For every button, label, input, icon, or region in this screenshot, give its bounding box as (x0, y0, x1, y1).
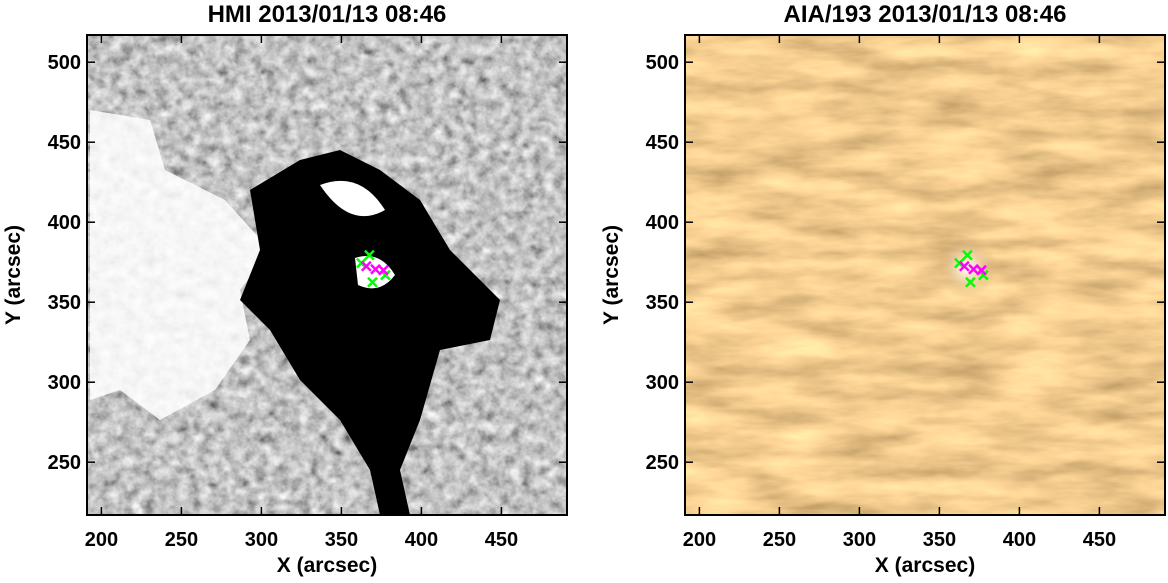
cross-marker (965, 276, 976, 288)
cross-marker (976, 264, 987, 276)
white-spot (320, 180, 395, 289)
cross-marker (356, 257, 367, 269)
cross-marker (378, 264, 389, 276)
y-tick-label: 400 (48, 212, 81, 234)
black-region (240, 150, 500, 515)
x-tick-label: 250 (763, 529, 796, 551)
y-tick-label: 350 (646, 292, 679, 314)
y-axis-label: Y (arcsec) (600, 225, 623, 325)
cross-marker (367, 276, 378, 288)
y-axis-label: Y (arcsec) (2, 225, 25, 325)
cross-marker (364, 249, 375, 261)
x-tick-label: 200 (683, 529, 716, 551)
y-tick-label: 300 (646, 372, 679, 394)
cross-marker (954, 257, 965, 269)
y-tick-label: 400 (646, 212, 679, 234)
euv-image (685, 35, 1165, 515)
y-tick-label: 450 (646, 132, 679, 154)
y-tick-label: 300 (48, 372, 81, 394)
x-tick-label: 400 (1003, 529, 1036, 551)
chart-title: AIA/193 2013/01/13 08:46 (784, 1, 1067, 28)
x-tick-label: 350 (923, 529, 956, 551)
cross-marker (962, 249, 973, 261)
x-tick-label: 350 (325, 529, 358, 551)
chart-title: HMI 2013/01/13 08:46 (208, 1, 447, 28)
cross-marker (958, 260, 970, 272)
x-tick-label: 300 (245, 529, 278, 551)
cross-marker (360, 260, 372, 272)
x-tick-label: 250 (165, 529, 198, 551)
x-tick-label: 300 (843, 529, 876, 551)
plot-frame (86, 34, 568, 516)
plot-frame (684, 34, 1166, 516)
x-tick-label: 200 (85, 529, 118, 551)
y-tick-label: 250 (646, 452, 679, 474)
y-tick-label: 250 (48, 452, 81, 474)
y-tick-label: 350 (48, 292, 81, 314)
y-tick-label: 500 (646, 52, 679, 74)
panel-aia: AIA/193 2013/01/13 08:46 X (arcsec) Y (arc… (600, 1, 1166, 577)
x-tick-label: 450 (1083, 529, 1116, 551)
y-tick-label: 450 (48, 132, 81, 154)
x-axis-label: X (arcsec) (277, 554, 377, 577)
x-tick-label: 450 (485, 529, 518, 551)
white-patch (90, 110, 270, 420)
panel-hmi: HMI 2013/01/13 08:46 X (arcsec) Y (arcsec)… (2, 1, 568, 577)
x-tick-label: 400 (405, 529, 438, 551)
y-tick-label: 500 (48, 52, 81, 74)
x-axis-label: X (arcsec) (875, 554, 975, 577)
